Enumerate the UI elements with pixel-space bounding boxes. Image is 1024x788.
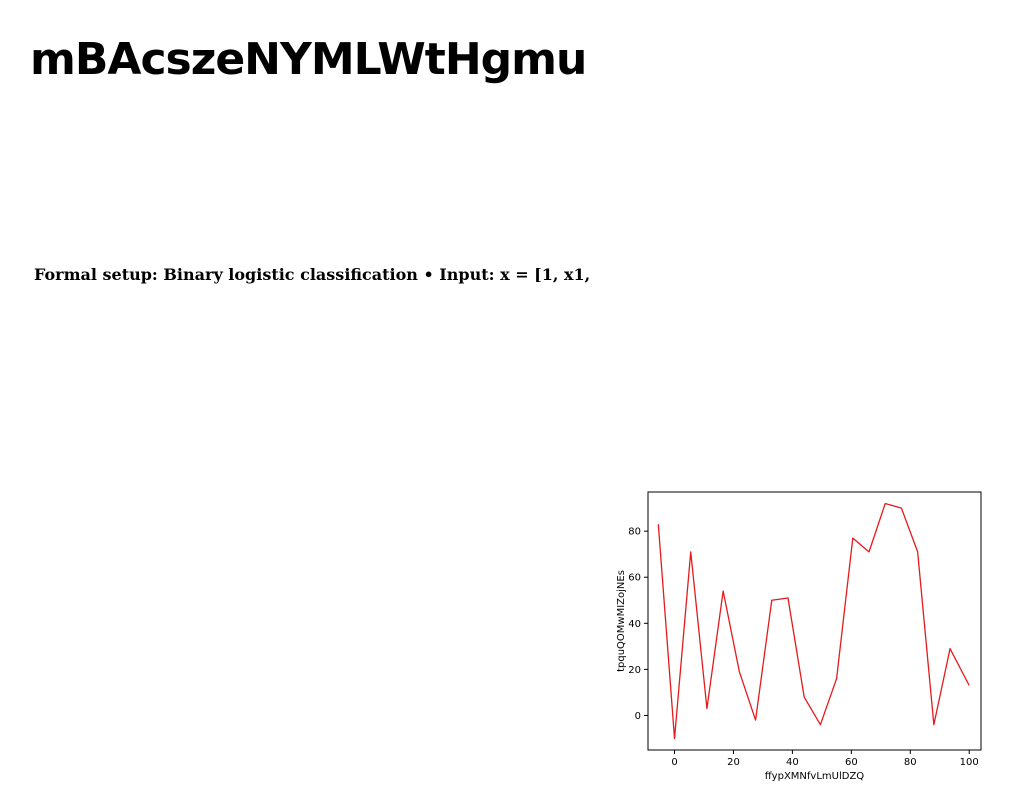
- ticks-layer: 0 20 40 60 80 100 0 20 40 60 80: [628, 527, 978, 768]
- chart-svg: 0 20 40 60 80 100 0 20 40 60 80 ffypXMNfvLmUlDZQ t…: [616, 491, 982, 782]
- x-tick-label: 80: [904, 757, 917, 768]
- x-tick-label: 20: [727, 757, 740, 768]
- plot-frame: [647, 491, 982, 751]
- y-tick-label: 20: [628, 665, 641, 676]
- x-tick-label: 60: [845, 757, 858, 768]
- x-tick-label: 40: [786, 757, 799, 768]
- setup-text: Formal setup: Binary logistic classifica…: [34, 265, 591, 284]
- series-layer: [657, 502, 970, 740]
- x-axis-label: ffypXMNfvLmUlDZQ: [765, 771, 865, 782]
- y-tick-label: 40: [628, 619, 641, 630]
- y-tick-label: 60: [628, 573, 641, 584]
- y-tick-label: 80: [628, 527, 641, 538]
- page-title: mBAcszeNYMLWtHgmu: [30, 34, 587, 85]
- x-tick-label: 100: [960, 757, 979, 768]
- y-axis-label: tpquQOMwMIZojNEs: [616, 570, 627, 672]
- x-tick-label: 0: [671, 757, 677, 768]
- y-tick-label: 0: [635, 711, 641, 722]
- series-line-1: [657, 502, 970, 740]
- line-chart: 0 20 40 60 80 100 0 20 40 60 80 ffypXMNfvLmUlDZQ t…: [610, 484, 990, 784]
